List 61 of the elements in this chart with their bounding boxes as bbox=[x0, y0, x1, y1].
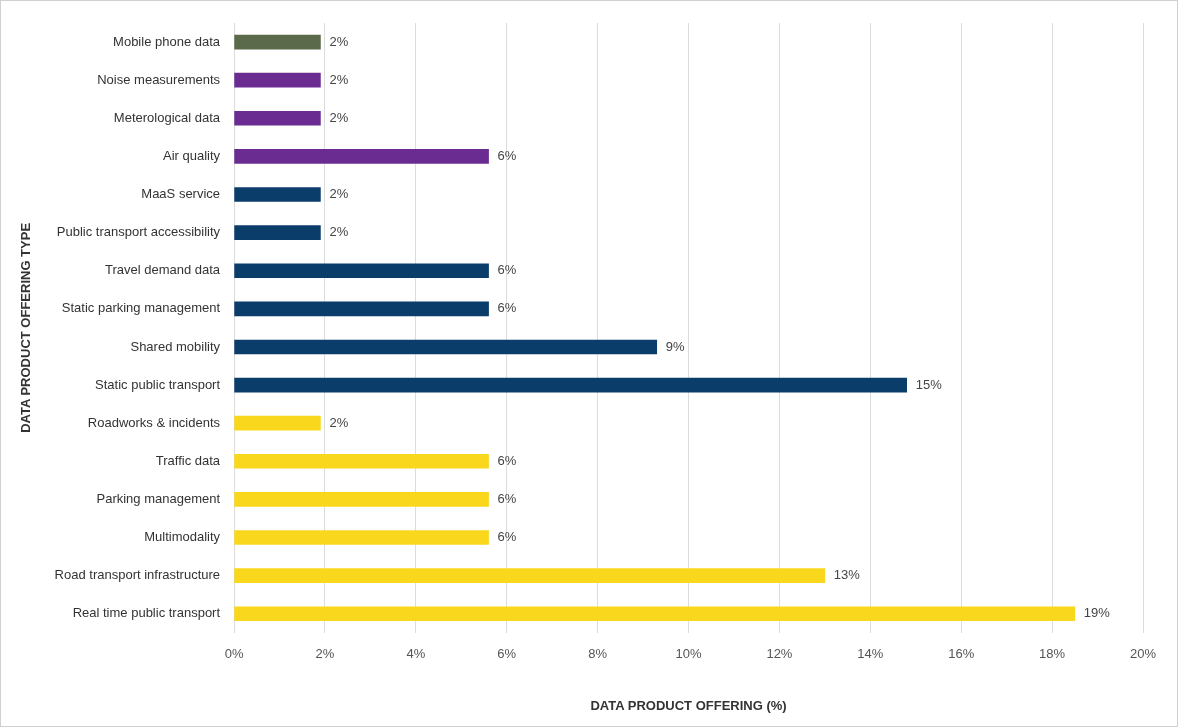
data-label: 6% bbox=[497, 300, 517, 316]
data-label: 6% bbox=[497, 490, 517, 506]
bar bbox=[234, 72, 321, 88]
bar bbox=[234, 339, 658, 355]
y-tick-label: Noise measurements bbox=[97, 71, 221, 87]
bar bbox=[234, 568, 826, 583]
bar bbox=[234, 530, 489, 545]
bar bbox=[234, 110, 321, 126]
bar bbox=[234, 453, 489, 469]
bar bbox=[234, 225, 321, 240]
data-label: 13% bbox=[833, 567, 861, 583]
x-tick-label: 12% bbox=[766, 646, 793, 662]
y-tick-label: Mobile phone data bbox=[113, 33, 221, 49]
data-label: 2% bbox=[329, 109, 349, 125]
data-label: 6% bbox=[497, 262, 517, 278]
y-tick-label: Shared mobility bbox=[130, 338, 221, 354]
data-label: 15% bbox=[915, 376, 943, 392]
data-label: 6% bbox=[497, 147, 517, 163]
bar bbox=[234, 34, 321, 50]
y-tick-label: Public transport accessibility bbox=[56, 224, 221, 240]
y-tick-label: Meterological data bbox=[113, 109, 221, 125]
y-tick-label: MaaS service bbox=[141, 186, 221, 202]
y-tick-label: Traffic data bbox=[155, 452, 221, 468]
bar bbox=[234, 149, 489, 164]
y-tick-label: Static public transport bbox=[95, 376, 221, 392]
y-tick-label: Parking management bbox=[96, 490, 221, 506]
y-tick-label: Real time public transport bbox=[72, 605, 221, 621]
bar bbox=[234, 187, 321, 202]
x-tick-label: 14% bbox=[857, 646, 884, 662]
data-label: 2% bbox=[329, 33, 349, 49]
y-tick-label: Travel demand data bbox=[104, 262, 221, 278]
x-axis-title: DATA PRODUCT OFFERING (%) bbox=[590, 697, 787, 713]
bar bbox=[234, 301, 489, 317]
y-tick-label: Multimodality bbox=[144, 529, 221, 545]
y-tick-label: Static parking management bbox=[61, 300, 221, 316]
x-tick-label: 20% bbox=[1129, 646, 1157, 662]
data-label: 6% bbox=[497, 529, 517, 545]
data-label: 2% bbox=[329, 71, 349, 87]
y-tick-label: Road transport infrastructure bbox=[54, 567, 221, 583]
bar bbox=[234, 263, 489, 279]
data-label: 2% bbox=[329, 224, 349, 240]
x-tick-label: 16% bbox=[948, 646, 975, 662]
x-tick-label: 8% bbox=[588, 646, 608, 662]
y-tick-label: Air quality bbox=[162, 147, 221, 163]
y-axis-title: DATA PRODUCT OFFERING TYPE bbox=[18, 222, 34, 433]
bar bbox=[234, 606, 1076, 622]
data-label: 9% bbox=[665, 338, 685, 354]
x-tick-label: 10% bbox=[675, 646, 702, 662]
x-tick-label: 6% bbox=[497, 646, 517, 662]
data-label: 19% bbox=[1083, 605, 1111, 621]
y-tick-label: Roadworks & incidents bbox=[87, 414, 221, 430]
bar bbox=[234, 377, 908, 393]
x-tick-label: 4% bbox=[406, 646, 426, 662]
x-tick-label: 18% bbox=[1039, 646, 1066, 662]
x-tick-label: 2% bbox=[315, 646, 335, 662]
x-tick-label: 0% bbox=[224, 646, 244, 662]
data-label: 6% bbox=[497, 452, 517, 468]
bar bbox=[234, 492, 489, 507]
bar bbox=[234, 415, 321, 431]
data-label: 2% bbox=[329, 414, 349, 430]
data-label: 2% bbox=[329, 186, 349, 202]
